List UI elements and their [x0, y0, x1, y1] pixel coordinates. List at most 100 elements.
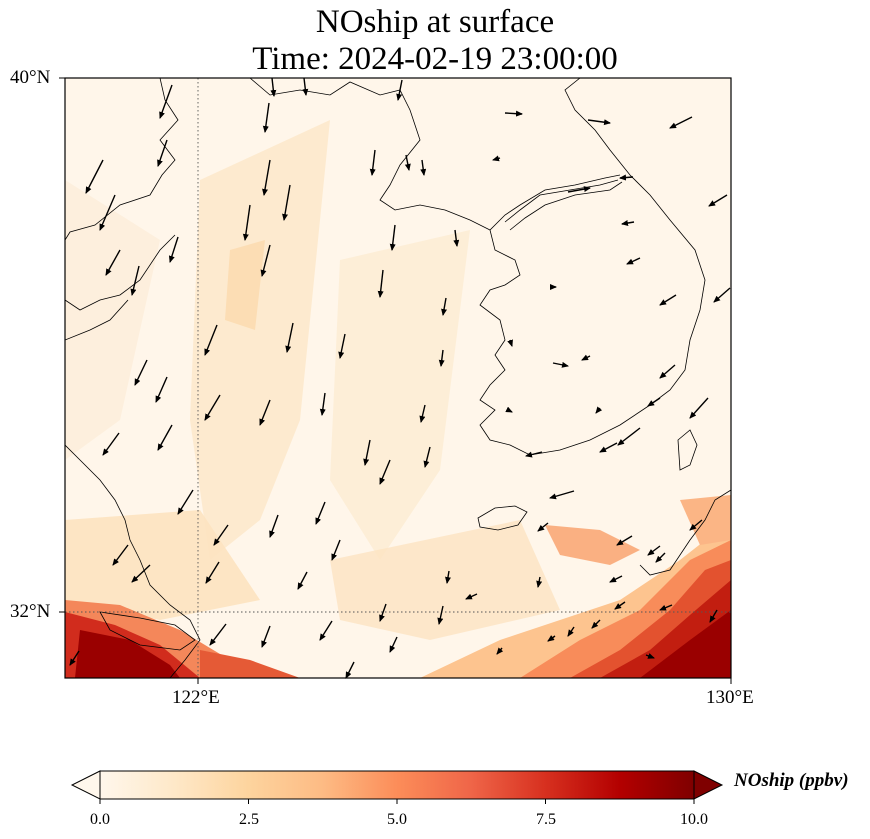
wind-arrow-icon: [85, 159, 104, 194]
wind-arrow-icon: [445, 570, 451, 584]
concentration-field: [65, 78, 731, 678]
wind-arrow-icon: [669, 116, 693, 129]
wind-arrow-icon: [621, 220, 635, 226]
wind-arrow-icon: [404, 154, 411, 171]
wind-arrow-icon: [260, 244, 271, 277]
wind-arrow-icon: [209, 623, 227, 646]
wind-arrow-icon: [269, 514, 279, 538]
wind-arrow-icon: [437, 605, 444, 625]
wind-arrow-icon: [492, 155, 501, 162]
coastlines: [65, 78, 731, 678]
wind-vectors: [69, 77, 731, 679]
wind-arrow-icon: [319, 620, 333, 641]
wind-arrow-icon: [168, 236, 179, 263]
lon-label-130: 130°E: [706, 687, 754, 708]
wind-arrow-icon: [389, 636, 398, 653]
wind-arrow-icon: [419, 404, 426, 423]
wind-arrow-icon: [302, 77, 309, 96]
wind-arrow-icon: [708, 194, 728, 207]
wind-arrow-icon: [595, 406, 603, 414]
colorbar-tick-0: 0.0: [90, 811, 110, 828]
wind-arrow-icon: [609, 575, 623, 583]
wind-arrow-icon: [285, 322, 294, 353]
wind-arrow-icon: [155, 376, 168, 403]
wind-arrow-icon: [504, 110, 523, 117]
wind-arrow-icon: [282, 184, 291, 221]
wind-arrow-icon: [587, 119, 611, 126]
lon-label-122: 122°E: [172, 687, 220, 708]
wind-arrow-icon: [377, 269, 384, 298]
wind-arrow-icon: [567, 186, 591, 193]
lat-label-32: 32°N: [10, 601, 51, 622]
wind-arrow-icon: [525, 451, 543, 458]
colorbar-tick-3: 7.5: [536, 811, 556, 828]
wind-arrow-icon: [297, 571, 308, 590]
wind-arrow-icon: [581, 354, 591, 361]
wind-arrow-icon: [345, 661, 355, 679]
wind-arrow-icon: [213, 524, 229, 546]
wind-arrow-icon: [261, 625, 271, 648]
wind-arrow-icon: [379, 603, 387, 622]
wind-arrow-icon: [591, 619, 601, 629]
map-title: NOship at surface: [315, 4, 555, 40]
wind-arrow-icon: [465, 593, 478, 600]
wind-arrow-icon: [689, 519, 703, 531]
wind-arrow-icon: [547, 635, 556, 642]
wind-arrow-icon: [537, 522, 549, 532]
wind-arrow-icon: [453, 229, 460, 247]
wind-arrow-icon: [389, 224, 396, 251]
wind-arrow-icon: [102, 432, 120, 456]
wind-arrow-icon: [262, 102, 270, 133]
wind-arrow-icon: [105, 249, 121, 276]
wind-arrow-icon: [204, 394, 221, 421]
wind-arrow-icon: [659, 604, 673, 611]
wind-arrow-icon: [659, 294, 677, 306]
colorbar-tick-2: 5.0: [387, 811, 407, 828]
wind-arrow-icon: [438, 349, 445, 367]
wind-arrow-icon: [659, 364, 676, 379]
wind-arrow-icon: [134, 359, 148, 386]
wind-arrow-icon: [204, 324, 218, 356]
wind-arrow-icon: [270, 77, 277, 97]
wind-arrow-icon: [369, 149, 376, 176]
lat-label-40: 40°N: [10, 67, 51, 88]
wind-arrow-icon: [338, 333, 346, 359]
wind-arrow-icon: [536, 576, 543, 588]
wind-arrow-icon: [647, 397, 661, 407]
wind-arrow-icon: [507, 339, 513, 347]
map-time-subtitle: Time: 2024-02-19 23:00:00: [252, 41, 618, 77]
wind-arrow-icon: [552, 361, 569, 368]
wind-arrow-icon: [157, 139, 168, 167]
colorbar-tick-4: 10.0: [680, 811, 708, 828]
colorbar-label: NOship (ppbv): [734, 770, 849, 791]
wind-arrow-icon: [619, 174, 634, 181]
wind-arrow-icon: [177, 489, 194, 515]
colorbar-tick-1: 2.5: [239, 811, 259, 828]
wind-arrow-icon: [599, 442, 618, 453]
wind-arrow-icon: [315, 501, 326, 525]
map-frame: [64, 77, 732, 679]
wind-arrow-icon: [567, 626, 575, 637]
wind-arrow-icon: [331, 539, 341, 561]
wind-arrow-icon: [496, 647, 504, 655]
wind-arrow-icon: [617, 427, 641, 446]
wind-arrow-icon: [420, 159, 427, 176]
wind-arrow-icon: [713, 287, 731, 303]
wind-arrow-icon: [655, 552, 666, 563]
wind-arrow-icon: [159, 84, 173, 119]
wind-arrow-icon: [441, 297, 447, 316]
wind-arrow-icon: [131, 564, 151, 583]
gridlines: [65, 78, 731, 678]
colorbar-min-extend: [70, 770, 101, 800]
wind-arrow-icon: [242, 204, 251, 241]
wind-arrow-icon: [616, 535, 633, 546]
colorbar-max-extend: [693, 770, 724, 800]
wind-arrow-icon: [259, 399, 271, 426]
wind-arrow-icon: [363, 439, 371, 466]
wind-arrow-icon: [614, 601, 626, 610]
wind-arrow-icon: [130, 265, 140, 296]
wind-arrow-icon: [626, 257, 641, 265]
wind-arrow-icon: [647, 545, 661, 556]
wind-arrow-icon: [505, 406, 513, 413]
